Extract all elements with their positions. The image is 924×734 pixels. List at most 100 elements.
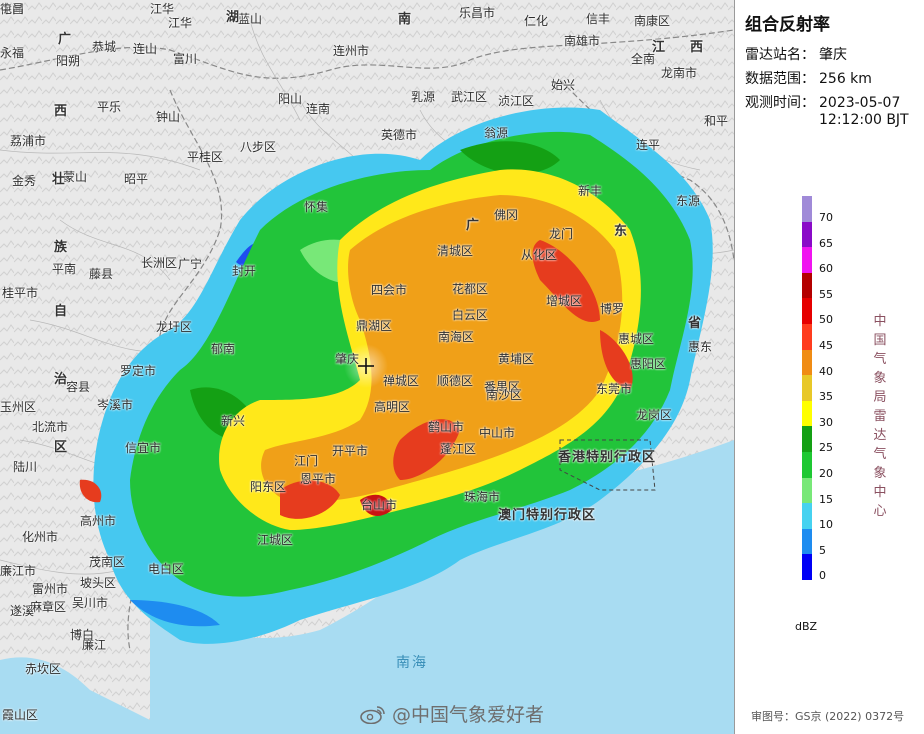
review-number: 审图号：GS京 (2022) 0372号 [751, 710, 905, 723]
place-label: 阳山 [278, 92, 303, 106]
place-label: 封开 [232, 264, 257, 278]
place-label: 吴川市 [72, 596, 109, 610]
place-label: 霞山区 [2, 708, 39, 722]
place-label: 鹤山市 [428, 420, 465, 434]
color-scale-segment [802, 503, 812, 529]
place-label: 平乐 [97, 100, 122, 114]
place-label: 徐闻 [0, 2, 25, 16]
place-label: 番禺区 [484, 380, 521, 394]
color-scale-tick: 60 [819, 262, 833, 276]
place-label: 茂南区 [89, 555, 126, 569]
product-title: 组合反射率 [745, 15, 830, 35]
color-scale-segment [802, 272, 812, 299]
place-label: 高州市 [80, 514, 117, 528]
color-scale-tick: 35 [819, 390, 833, 404]
color-scale-tick: 15 [819, 492, 833, 506]
place-label: 四会市 [371, 283, 408, 297]
region-label: 广 [58, 32, 73, 47]
place-label: 怀集 [304, 200, 329, 214]
place-label: 赤坎区 [25, 662, 62, 676]
place-label: 和平 [704, 114, 729, 128]
place-label: 博罗 [600, 302, 625, 316]
color-scale-segment [802, 323, 812, 350]
color-scale-tick: 5 [819, 543, 826, 557]
unit-label: dBZ [795, 620, 818, 633]
color-scale-tick: 65 [819, 236, 833, 250]
place-label: 廉江市 [0, 564, 37, 578]
color-scale-segment [802, 400, 812, 427]
place-label: 博白 [70, 628, 95, 642]
place-label: 陆川 [13, 460, 38, 474]
radar-echo [79, 107, 713, 644]
color-scale-segment [802, 451, 812, 478]
range-value: 256 km [819, 71, 872, 87]
place-label: 南海区 [438, 330, 475, 344]
place-label: 广宁 [178, 257, 203, 271]
place-label: 顺德区 [437, 374, 474, 388]
watermark: @中国气象爱好者 [360, 700, 544, 727]
place-label: 始兴 [551, 78, 576, 92]
radar-map[interactable]: 永福 阳朔 恭城 江华 富川 江华 蓝山 连州市 乐昌市 仁化 南雄市 信丰 南康区 荔浦市 平乐 钟山 连山阳… [0, 0, 735, 734]
place-label: 北流市 [32, 420, 69, 434]
place-label: 蓬江区 [440, 442, 477, 456]
place-label: 南康区 [634, 14, 671, 28]
place-label: 平桂区 [187, 150, 224, 164]
station-label: 雷达站名： [745, 47, 815, 63]
place-label: 英德市 [381, 128, 418, 142]
place-label: 屯昌 [0, 2, 25, 16]
region-label: 南 [398, 12, 413, 27]
map-canvas [0, 0, 734, 734]
region-label: 族 [54, 240, 69, 255]
place-label: 乐昌市 [459, 6, 496, 20]
watermark-text: @中国气象爱好者 [392, 704, 545, 726]
border-north [0, 29, 734, 79]
time-row: 观测时间： 2023-05-07 [745, 92, 900, 112]
place-label: 江华 [150, 2, 175, 16]
place-label: 江城区 [257, 533, 294, 547]
color-scale-segment [802, 196, 812, 222]
place-label: 翁源 [484, 126, 509, 140]
place-label: 廉江 [82, 638, 107, 652]
place-label: 郁南 [211, 342, 236, 356]
station-row: 雷达站名： 肇庆 [745, 44, 847, 64]
place-label: 连山 [133, 42, 158, 56]
color-scale-segment [802, 298, 812, 324]
region-label: 省 [688, 316, 703, 331]
place-label: 龙岗区 [636, 408, 673, 422]
place-label: 蒙山 [63, 170, 88, 184]
place-label: 江门 [294, 454, 319, 468]
place-label: 遂溪 [10, 604, 35, 618]
place-label: 惠东 [688, 340, 713, 354]
place-label: 珠海市 [464, 490, 501, 504]
color-scale-tick: 45 [819, 339, 833, 352]
region-label: 湖 [226, 10, 241, 25]
place-label: 玉州区 [0, 400, 37, 414]
place-label: 惠城区 [618, 332, 655, 346]
region-label: 西 [690, 40, 705, 55]
region-label: 东 [614, 224, 629, 239]
place-label: 台山市 [361, 498, 398, 512]
color-scale-segment [802, 528, 812, 555]
place-label: 南沙区 [486, 388, 523, 402]
place-label: 新兴 [221, 414, 246, 428]
color-scale-tick: 25 [819, 441, 833, 455]
place-label: 长洲区 [141, 256, 178, 270]
color-scale-segment [802, 375, 812, 401]
place-label: 金秀 [12, 174, 37, 188]
place-label: 南雄市 [564, 34, 601, 48]
color-scale-segment [802, 426, 812, 452]
place-label: 阳朔 [56, 54, 81, 68]
place-label: 清城区 [437, 244, 474, 258]
place-label: 蓝山 [238, 12, 263, 26]
place-label: 恩平市 [300, 472, 337, 486]
region-label: 西 [54, 104, 69, 119]
place-label: 雷州市 [32, 582, 69, 596]
place-label: 容县 [66, 380, 91, 394]
time-date: 2023-05-07 [819, 95, 901, 111]
color-scale-segment [802, 477, 812, 504]
color-scale-tick: 50 [819, 313, 833, 327]
region-label: 广 [466, 218, 481, 233]
time-clock: 12:12:00 BJT [819, 112, 909, 128]
place-label: 连州市 [333, 44, 370, 58]
place-label: 从化区 [521, 248, 558, 262]
